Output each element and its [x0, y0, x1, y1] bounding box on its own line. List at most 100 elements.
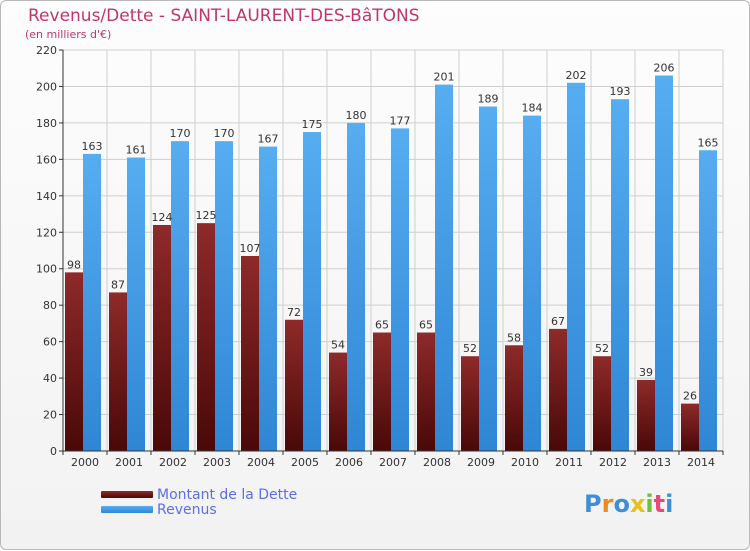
bar-dette [373, 332, 391, 451]
legend-item-dette: Montant de la Dette [101, 486, 298, 503]
chart-subtitle: (en milliers d'€) [25, 28, 112, 41]
bar-dette [637, 379, 655, 451]
data-label-dette: 39 [639, 366, 653, 379]
y-tick-label: 80 [43, 299, 57, 312]
bar-revenus [303, 132, 321, 452]
data-label-dette: 124 [152, 211, 173, 224]
x-tick-label: 2006 [335, 456, 363, 469]
data-label-revenus: 163 [82, 140, 103, 153]
data-label-revenus: 206 [654, 62, 675, 75]
y-tick-label: 200 [36, 80, 57, 93]
data-label-revenus: 165 [698, 136, 719, 149]
legend-label-dette: Montant de la Dette [157, 486, 298, 503]
data-label-revenus: 175 [302, 118, 323, 131]
data-label-dette: 72 [287, 306, 301, 319]
bar-revenus [479, 106, 497, 451]
x-tick-label: 2012 [599, 456, 627, 469]
x-tick-label: 2005 [291, 456, 319, 469]
bar-dette [329, 352, 347, 451]
data-label-dette: 52 [595, 342, 609, 355]
bar-dette [681, 403, 699, 451]
bar-revenus [699, 150, 717, 451]
logo-letter-r: r [601, 490, 614, 518]
x-tick-label: 2007 [379, 456, 407, 469]
data-label-dette: 87 [111, 278, 125, 291]
x-tick-label: 2002 [159, 456, 187, 469]
data-label-revenus: 202 [566, 69, 587, 82]
legend-swatch-revenus [101, 506, 153, 513]
data-label-dette: 107 [240, 242, 261, 255]
data-label-revenus: 193 [610, 85, 631, 98]
bar-revenus [347, 122, 365, 451]
data-label-revenus: 167 [258, 133, 279, 146]
bar-dette [505, 345, 523, 451]
bar-revenus [611, 99, 629, 452]
y-tick-label: 140 [36, 190, 57, 203]
bar-dette [109, 292, 127, 451]
data-label-revenus: 189 [478, 93, 499, 106]
bar-revenus [259, 146, 277, 451]
y-tick-label: 40 [43, 372, 57, 385]
legend: Montant de la Dette Revenus [101, 486, 298, 518]
bar-dette [197, 223, 215, 451]
bar-dette [461, 356, 479, 451]
legend-label-revenus: Revenus [157, 501, 217, 518]
bar-revenus [215, 141, 233, 452]
data-label-revenus: 161 [126, 144, 147, 157]
bar-revenus [391, 128, 409, 452]
y-tick-label: 220 [36, 44, 57, 57]
x-tick-label: 2010 [511, 456, 539, 469]
y-tick-label: 100 [36, 263, 57, 276]
bar-revenus [567, 82, 585, 452]
data-label-dette: 67 [551, 315, 565, 328]
bar-dette [417, 332, 435, 451]
legend-swatch-dette [101, 491, 153, 498]
data-label-dette: 54 [331, 339, 345, 352]
y-tick-label: 120 [36, 226, 57, 239]
x-tick-label: 2014 [687, 456, 715, 469]
bar-dette [593, 356, 611, 451]
bar-revenus [655, 75, 673, 451]
data-label-dette: 65 [375, 319, 389, 332]
x-tick-label: 2000 [71, 456, 99, 469]
data-label-dette: 58 [507, 331, 521, 344]
bar-dette [285, 319, 303, 451]
x-tick-label: 2009 [467, 456, 495, 469]
logo-letter-t: t [653, 490, 666, 518]
x-tick-label: 2008 [423, 456, 451, 469]
data-label-revenus: 201 [434, 71, 455, 84]
data-label-dette: 98 [67, 258, 81, 271]
bar-dette [549, 328, 567, 451]
logo-letter-i: i [645, 490, 654, 518]
x-tick-label: 2003 [203, 456, 231, 469]
bar-dette [65, 272, 83, 451]
x-tick-label: 2011 [555, 456, 583, 469]
y-tick-label: 180 [36, 117, 57, 130]
bar-dette [241, 255, 259, 451]
data-label-dette: 52 [463, 342, 477, 355]
data-label-revenus: 170 [214, 127, 235, 140]
chart-title: Revenus/Dette - SAINT-LAURENT-DES-BâTONS [28, 6, 420, 26]
data-label-dette: 125 [196, 209, 217, 222]
bar-revenus [127, 157, 145, 452]
logo-letter-p: P [584, 490, 602, 518]
data-label-revenus: 180 [346, 109, 367, 122]
bar-revenus [83, 153, 101, 452]
bar-dette [153, 224, 171, 451]
logo-letter-o: o [613, 490, 630, 518]
y-tick-label: 60 [43, 336, 57, 349]
x-tick-label: 2001 [115, 456, 143, 469]
data-label-revenus: 177 [390, 114, 411, 127]
data-label-revenus: 184 [522, 102, 543, 115]
y-tick-label: 20 [43, 409, 57, 422]
y-tick-label: 0 [50, 445, 57, 458]
logo-letter-i2: i [665, 490, 674, 518]
legend-item-revenus: Revenus [101, 501, 297, 518]
y-tick-label: 160 [36, 153, 57, 166]
data-label-dette: 65 [419, 319, 433, 332]
x-tick-label: 2004 [247, 456, 275, 469]
data-label-dette: 26 [683, 390, 697, 403]
data-label-revenus: 170 [170, 127, 191, 140]
